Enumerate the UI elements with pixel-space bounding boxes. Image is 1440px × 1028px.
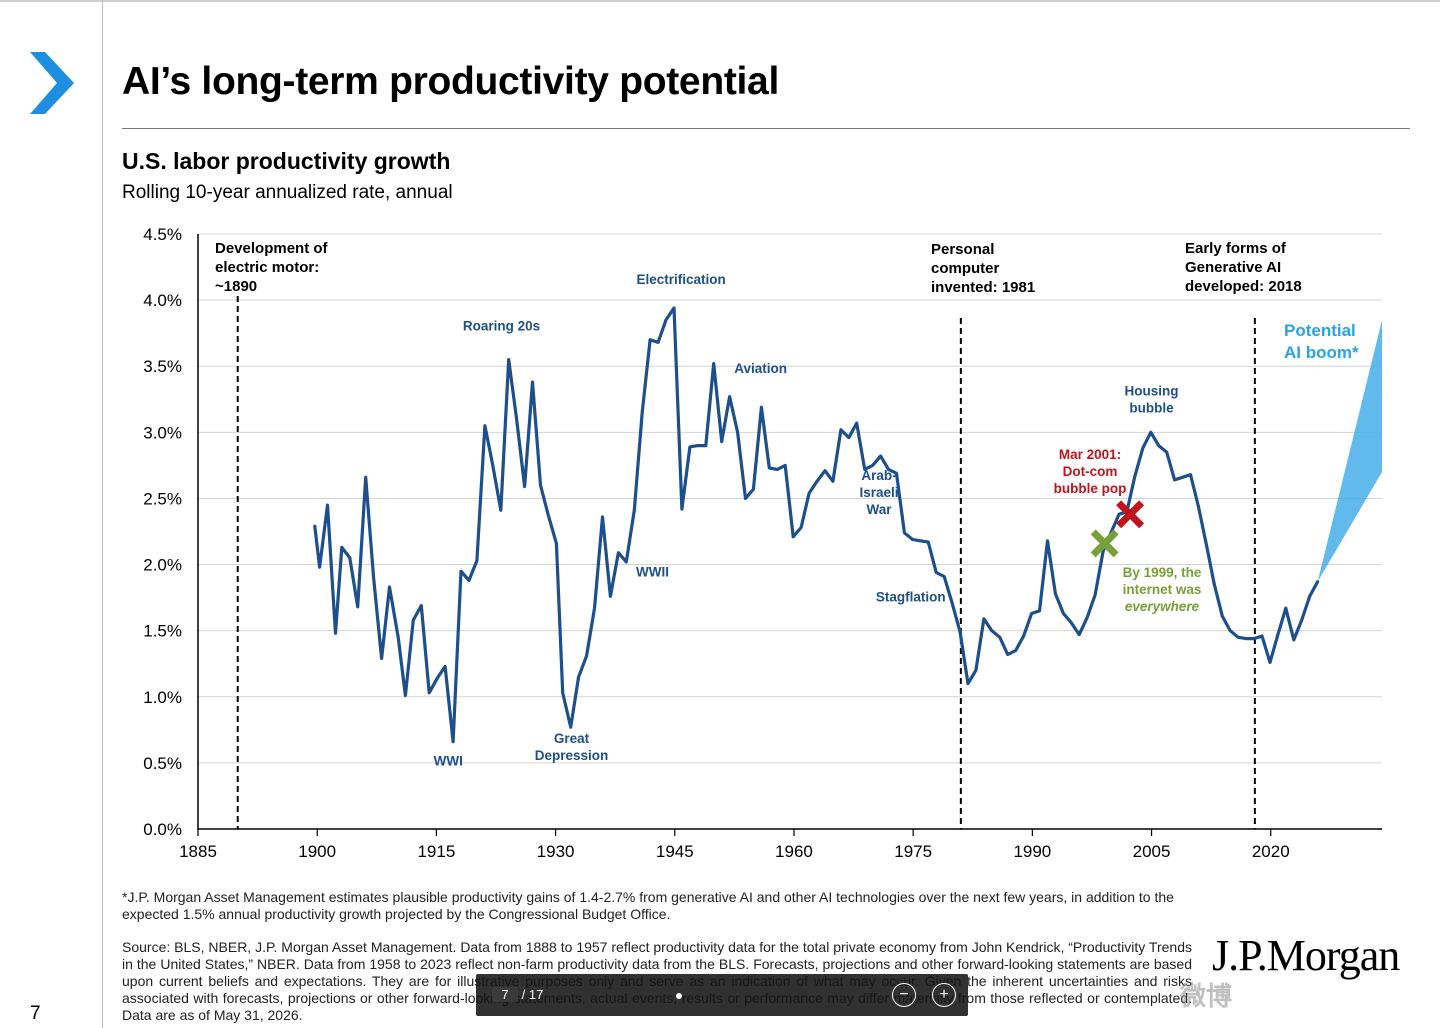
era-annotation-line: bubble <box>1129 400 1174 415</box>
x-tick-label: 1900 <box>298 842 336 861</box>
era-annotation-line: WWII <box>636 564 669 579</box>
x-tick-label: 1975 <box>894 842 932 861</box>
motor-label-line: Development of <box>215 240 329 257</box>
genai-label-line: Generative AI <box>1185 259 1281 276</box>
y-tick-label: 4.0% <box>143 291 182 310</box>
genai-label-line: Early forms of <box>1185 240 1287 257</box>
current-page-input[interactable]: 7 <box>492 987 518 1002</box>
ai-boom-projection <box>1317 319 1382 582</box>
chart-subtitle: Rolling 10-year annualized rate, annual <box>122 182 453 203</box>
dotcom-annotation-line: bubble pop <box>1054 481 1127 496</box>
chevron-logo-icon <box>30 52 74 114</box>
era-annotation: Great Depression <box>535 731 609 763</box>
jpmorgan-logo: J.P.Morgan <box>1212 931 1400 980</box>
motor-label: Development of electric motor: ~1890 <box>215 240 329 295</box>
productivity-line <box>313 306 1320 744</box>
era-annotation: Roaring 20s <box>463 319 540 334</box>
era-annotation-line: WWI <box>434 754 463 769</box>
x-tick-label: 1930 <box>537 842 575 861</box>
y-tick-label: 0.0% <box>143 820 182 839</box>
dotcom-annotation: Mar 2001: Dot-com bubble pop <box>1054 447 1127 496</box>
x-tick-label: 1885 <box>179 842 217 861</box>
era-annotation: Aviation <box>734 361 787 376</box>
x-tick-label: 2020 <box>1252 842 1290 861</box>
productivity-chart: 0.0% 0.5% 1.0% 1.5% 2.0% 2.5% 3.0% 3.5% 4.0% 4.5%… <box>143 225 1382 861</box>
y-tick-label: 2.0% <box>143 556 182 575</box>
slide-title: AI’s long-term productivity potential <box>122 60 779 103</box>
x-marker-icon <box>1116 500 1145 529</box>
x-tick-label: 2005 <box>1133 842 1171 861</box>
era-annotation: WWII <box>636 564 669 579</box>
y-tick-label: 0.5% <box>143 754 182 773</box>
pc-label-line: Personal <box>931 241 994 258</box>
era-annotation-line: Stagflation <box>876 590 946 605</box>
era-annotation-line: Israeli <box>859 485 898 500</box>
footnote: *J.P. Morgan Asset Management estimates … <box>122 889 1174 922</box>
watermark: 微博 <box>1180 981 1233 1011</box>
y-tick-label: 3.5% <box>143 357 182 376</box>
motor-label-line: ~1890 <box>215 278 257 295</box>
internet-annotation-line: internet was <box>1123 582 1202 597</box>
pc-label: Personal computer invented: 1981 <box>931 241 1035 296</box>
y-tick-label: 1.0% <box>143 688 182 707</box>
y-tick-label: 3.0% <box>143 423 182 442</box>
dotcom-annotation-line: Mar 2001: <box>1059 447 1121 462</box>
x-tick-label: 1960 <box>775 842 813 861</box>
dotcom-annotation-line: Dot-com <box>1063 464 1118 479</box>
ai-boom-label-line: Potential <box>1284 321 1356 340</box>
pdf-viewer-toolbar: 7 / 17 − + <box>476 974 968 1016</box>
internet-annotation: By 1999, the internet was everywhere <box>1123 565 1202 614</box>
era-annotation-line: Roaring 20s <box>463 319 540 334</box>
era-annotation-line: Depression <box>535 748 609 763</box>
pc-label-line: invented: 1981 <box>931 279 1035 296</box>
zoom-out-button[interactable]: − <box>892 983 916 1007</box>
page-number: 7 <box>30 1003 41 1024</box>
internet-annotation-line: everywhere <box>1125 599 1200 614</box>
x-tick-label: 1915 <box>417 842 455 861</box>
motor-label-line: electric motor: <box>215 259 319 276</box>
era-annotation: Electrification <box>636 272 725 287</box>
y-tick-label: 4.5% <box>143 225 182 244</box>
slide-left-border <box>102 0 103 1028</box>
x-tick-label: 1945 <box>656 842 694 861</box>
chart-title: U.S. labor productivity growth <box>122 148 451 174</box>
title-divider <box>122 128 1410 129</box>
x-tick-label: 1990 <box>1013 842 1051 861</box>
era-annotation-line: War <box>866 502 892 517</box>
era-annotation-line: Electrification <box>636 272 725 287</box>
top-border <box>0 0 1440 2</box>
internet-annotation-line: By 1999, the <box>1123 565 1202 580</box>
era-annotation-line: Aviation <box>734 361 787 376</box>
y-tick-label: 1.5% <box>143 622 182 641</box>
y-tick-label: 2.5% <box>143 489 182 508</box>
genai-label: Early forms of Generative AI developed: 20… <box>1185 240 1302 295</box>
era-annotation: Housing bubble <box>1125 383 1179 415</box>
progress-dot-icon <box>676 993 682 999</box>
genai-label-line: developed: 2018 <box>1185 278 1302 295</box>
page-separator: / <box>521 987 526 1002</box>
era-annotation-line: Housing <box>1125 383 1179 398</box>
era-annotation: WWI <box>434 754 463 769</box>
x-marker-icon <box>1090 529 1119 558</box>
era-annotation-line: Arab- <box>861 468 896 483</box>
ai-boom-label-line: AI boom* <box>1284 343 1359 362</box>
total-pages: 17 <box>528 987 544 1002</box>
page-indicator: 7 / 17 <box>492 987 543 1002</box>
era-annotation: Stagflation <box>876 590 946 605</box>
ai-boom-label: Potential AI boom* <box>1284 321 1359 362</box>
era-annotation: Arab- Israeli War <box>859 468 898 517</box>
pc-label-line: computer <box>931 260 1000 277</box>
era-annotation-line: Great <box>554 731 590 746</box>
zoom-in-button[interactable]: + <box>932 983 956 1007</box>
